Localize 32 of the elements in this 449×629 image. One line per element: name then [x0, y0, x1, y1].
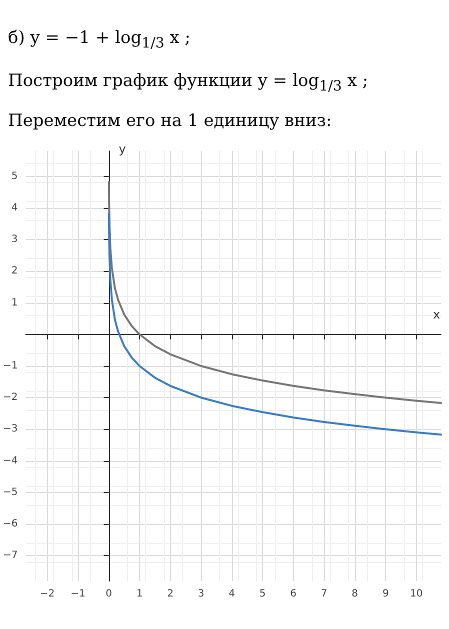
x-tick-label: 3: [198, 588, 204, 600]
x-tick-label: 5: [259, 588, 266, 600]
x-tick-label: 6: [290, 588, 297, 600]
x-axis-title: x: [433, 307, 440, 322]
y-tick-label: −4: [2, 455, 18, 466]
y-tick-label: 3: [11, 234, 18, 245]
y-tick-label: −7: [2, 550, 18, 561]
y-tick-label: 2: [11, 265, 18, 276]
x-tick-label: −2: [40, 588, 55, 600]
x-tick-label: 0: [106, 588, 112, 600]
y-tick-label: 5: [11, 170, 18, 182]
x-tick-label: 7: [320, 588, 328, 600]
line-series: [108, 180, 442, 404]
chart-title: б) y = −1 + log$_{1/3}$ x ;: [8, 27, 192, 54]
y-tick-label: −2: [2, 392, 18, 403]
x-tick-label: 8: [352, 588, 358, 600]
x-tick-label: 1: [136, 588, 143, 600]
x-tick-label: 9: [382, 588, 389, 600]
y-tick-label: 1: [11, 297, 18, 308]
y-tick-label: −3: [2, 424, 18, 435]
x-tick-label: 2: [167, 588, 174, 600]
x-tick-label: 10: [410, 588, 423, 600]
chart-subtitle: Построим график функции y = log$_{1/3}$ x ;: [8, 70, 370, 97]
x-tick-label: −1: [70, 588, 86, 600]
y-tick-label: −5: [2, 486, 18, 498]
y-axis-title: y: [118, 142, 126, 156]
x-tick-label: 4: [228, 588, 236, 600]
text: Переместим его на 1 единицу вниз:: [8, 110, 333, 133]
y-tick-label: −1: [2, 360, 18, 372]
y-tick-label: −6: [2, 518, 18, 530]
y-tick-label: 4: [11, 202, 18, 214]
line-series: [108, 212, 442, 436]
